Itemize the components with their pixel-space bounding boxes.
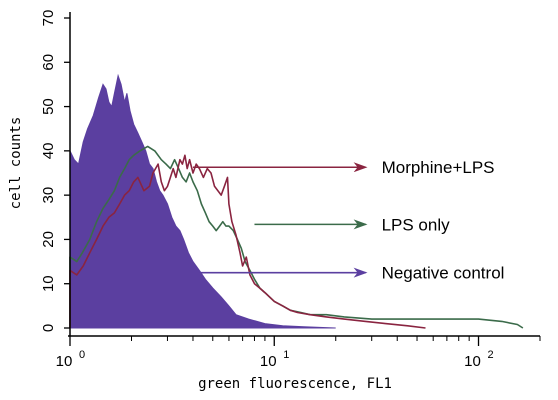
y-tick-label: 0 <box>40 324 57 332</box>
y-tick-label: 40 <box>40 143 57 160</box>
x-tick-exponent: 1 <box>283 349 289 361</box>
y-tick-label: 10 <box>40 275 57 292</box>
y-axis-label: cell counts <box>8 117 24 210</box>
x-tick-label: 10 1 <box>260 349 289 370</box>
x-tick-label: 10 0 <box>56 349 85 370</box>
x-tick-base: 10 <box>464 353 481 370</box>
y-tick-label: 50 <box>40 98 57 115</box>
x-tick-exponent: 2 <box>488 349 494 361</box>
axes-layer <box>68 12 540 337</box>
series-morphine-lps-line <box>69 154 426 329</box>
tick-layer: 0 10 20 30 40 50 60 70 10 0 10 1 10 2 <box>40 10 541 370</box>
x-tick-base: 10 <box>260 353 277 370</box>
y-tick-label: 20 <box>40 231 57 248</box>
annotation-layer: Morphine+LPS LPS only Negative control <box>192 158 505 283</box>
series-negative-control-area <box>69 73 336 329</box>
y-tick-label: 60 <box>40 54 57 71</box>
x-tick-label: 10 2 <box>464 349 493 370</box>
annotation-label-morphine-lps: Morphine+LPS <box>382 158 495 177</box>
annotation-label-lps-only: LPS only <box>382 215 451 234</box>
series-layer <box>69 73 524 329</box>
x-axis-label: green fluorescence, FL1 <box>198 376 392 392</box>
annotation-label-negative-control: Negative control <box>382 264 505 283</box>
y-tick-label: 30 <box>40 187 57 204</box>
x-tick-base: 10 <box>56 353 73 370</box>
y-tick-label: 70 <box>40 10 57 27</box>
x-tick-exponent: 0 <box>79 349 85 361</box>
